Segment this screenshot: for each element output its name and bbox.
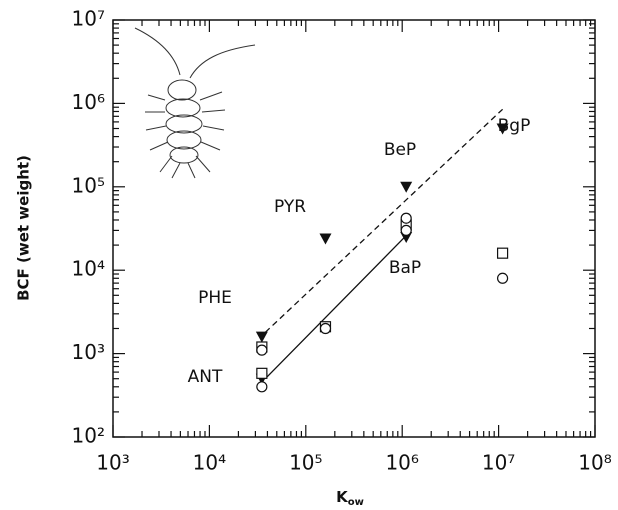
x-axis-label: Kow [336,488,364,509]
annotation: PYR [274,197,306,217]
triangle-marker [400,182,412,193]
circle-marker [401,213,411,223]
circle-marker [257,382,267,392]
chart: BCF (wet weight) Kow 10³ 10⁴ 10⁵ 10⁶ 10⁷ 10⁸ 1… [0,0,618,510]
y-tick-label: 10⁶ [72,90,105,114]
annotation: PHE [198,288,232,308]
x-tick-label: 10⁶ [385,451,418,475]
annotation: BgP [498,116,531,136]
y-tick-label: 10⁵ [72,173,105,197]
annotation: BaP [389,258,421,278]
y-tick-label: 10⁷ [72,7,105,31]
circle-marker [401,225,411,235]
x-tick-label: 10⁸ [578,451,611,475]
x-tick-label: 10⁵ [289,451,322,475]
y-axis-label: BCF (wet weight) [15,155,33,301]
x-tick-label: 10³ [96,451,129,475]
fit-line [265,236,406,379]
isopod-drawing [135,28,255,178]
square-marker [498,248,508,258]
triangle-marker [256,332,268,343]
x-tick-label: 10⁷ [482,451,515,475]
x-axis-label-sub: ow [348,497,364,508]
x-tick-label: 10⁴ [193,451,226,475]
annotation: ANT [188,367,223,387]
plot-frame [113,20,595,437]
y-tick-label: 10³ [72,340,105,364]
circle-marker [257,345,267,355]
triangle-marker [319,233,331,244]
y-tick-label: 10⁴ [72,257,105,281]
y-tick-label: 10² [72,424,105,448]
circle-marker [498,273,508,283]
annotation: BeP [384,140,416,160]
square-marker [257,368,267,378]
circle-marker [320,323,330,333]
